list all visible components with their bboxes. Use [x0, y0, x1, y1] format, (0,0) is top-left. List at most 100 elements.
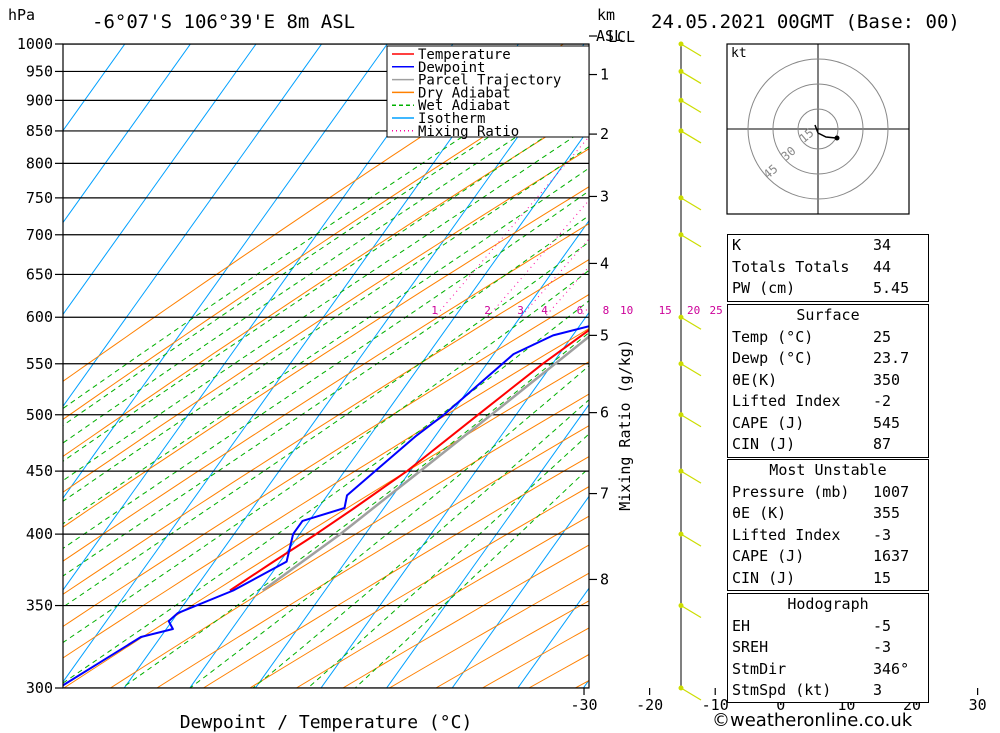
- indices-panel: K 34 Totals Totals 44 PW (cm) 5.45: [727, 234, 929, 302]
- wet-adiabat-line: [63, 241, 589, 608]
- most-unstable-row: CAPE (J) 1637: [732, 547, 910, 565]
- km-tick-label: 1: [600, 66, 609, 84]
- x-tick-label: 0: [776, 696, 785, 714]
- legend-label: Dewpoint: [418, 60, 485, 76]
- wind-barb: [680, 533, 702, 547]
- copyright-link[interactable]: ©weatheronline.co.uk: [712, 710, 913, 731]
- legend-label: Wet Adiabat: [418, 98, 511, 114]
- wet-adiabat-line: [63, 87, 589, 444]
- series-temperature: [229, 328, 589, 592]
- most-unstable-row: CIN (J) 15: [732, 568, 892, 587]
- x-tick-label: 30: [969, 696, 987, 714]
- wind-barb: [680, 43, 702, 57]
- pressure-tick-label: 350: [26, 597, 53, 615]
- hodograph-row: StmSpd (kt) 3: [732, 681, 883, 699]
- location-title: -6°07'S 106°39'E 8m ASL: [92, 11, 355, 33]
- km-tick-label: 5: [600, 326, 609, 344]
- dry-adiabat-line: [63, 148, 589, 493]
- wind-barb: [680, 470, 702, 484]
- surface-row: Dewp (°C) 23.7: [732, 349, 910, 367]
- wind-barb: [680, 70, 702, 84]
- legend-box: [386, 45, 590, 138]
- surface-row: CIN (J) 87: [732, 435, 892, 453]
- km-tick-label: 8: [600, 570, 609, 588]
- pressure-tick-label: 400: [26, 525, 53, 543]
- surface-row: Lifted Index -2: [732, 392, 892, 410]
- km-tick-label: 3: [600, 187, 609, 205]
- km-label: km: [597, 6, 615, 24]
- mixing-ratio-tick-label: 8: [603, 304, 610, 317]
- dry-adiabat-line: [202, 455, 589, 688]
- pressure-tick-label: 950: [26, 62, 53, 80]
- hodograph-params-title: Hodograph: [787, 595, 869, 613]
- isotherm-line: [385, 403, 589, 688]
- surface-title: Surface: [796, 306, 860, 324]
- pressure-tick-label: 700: [26, 226, 53, 244]
- dry-adiabat-line: [248, 486, 589, 688]
- pressure-tick-label: 850: [26, 122, 53, 140]
- dry-adiabat-line: [155, 425, 589, 688]
- wet-adiabat-line: [63, 300, 589, 684]
- km-tick-label: 6: [600, 404, 609, 422]
- pressure-tick-label: 800: [26, 154, 53, 172]
- wind-barb: [680, 414, 702, 428]
- dry-adiabat-line: [63, 223, 589, 562]
- isotherm-line: [63, 44, 257, 316]
- mixing-ratio-axis-label: Mixing Ratio (g/kg): [616, 339, 634, 511]
- legend-label: Temperature: [418, 47, 511, 63]
- plot-frame: [62, 43, 590, 689]
- x-tick-label: -10: [702, 696, 729, 714]
- indices-row: K 34: [732, 236, 892, 254]
- series-parcel-trajectory: [261, 335, 589, 592]
- dry-adiabat-line: [109, 393, 589, 688]
- series-dewpoint: [63, 325, 589, 687]
- wind-barb: [680, 363, 702, 377]
- pressure-tick-label: 500: [26, 406, 53, 424]
- surface-row: Temp (°C) 25: [732, 327, 892, 346]
- legend-label: Isotherm: [418, 111, 485, 127]
- isotherm-line: [63, 44, 323, 408]
- dry-adiabat-line: [63, 109, 589, 457]
- pressure-tick-label: 450: [26, 462, 53, 480]
- wind-barbs: [678, 41, 702, 701]
- hodograph-ring: [772, 83, 864, 175]
- wind-barb: [680, 234, 702, 248]
- x-tick-label: -20: [636, 696, 663, 714]
- pressure-tick-label: 1000: [17, 35, 53, 53]
- mixing-ratio-tick-label: 25: [709, 304, 722, 317]
- wet-adiabat-line: [63, 69, 589, 427]
- hodograph-trace: [814, 124, 837, 139]
- hodograph-unit-label: kt: [731, 46, 747, 61]
- km-tick-label: 7: [600, 485, 609, 503]
- dry-adiabat-line: [63, 186, 589, 528]
- surface-row: CAPE (J) 545: [732, 413, 901, 432]
- wind-barb: [680, 99, 702, 113]
- wind-barb: [680, 197, 702, 211]
- mixing-ratio-tick-label: 15: [659, 304, 672, 317]
- asl-label: ASL: [596, 27, 623, 45]
- legend-label: Mixing Ratio: [418, 124, 519, 140]
- most-unstable-row: Pressure (mb) 1007: [732, 482, 910, 501]
- isotherm-line: [517, 587, 589, 688]
- hodograph-row: SREH -3: [732, 638, 892, 656]
- wet-adiabat-line: [63, 125, 589, 482]
- hodograph-row: StmDir 346°: [732, 659, 910, 678]
- hodograph-ring: [747, 58, 889, 200]
- isotherm-line: [451, 495, 589, 688]
- pressure-tick-label: 900: [26, 91, 53, 109]
- surface-panel: Surface Temp (°C) 25 Dewp (°C) 23.7 θE(K) 3…: [727, 304, 929, 458]
- mixing-ratio-tick-label: 4: [541, 304, 548, 317]
- km-tick-label: 4: [600, 254, 609, 272]
- wet-adiabat-line: [63, 167, 589, 525]
- pressure-tick-label: 600: [26, 308, 53, 326]
- isotherm-line: [63, 44, 192, 224]
- most-unstable-row: Lifted Index -3: [732, 525, 892, 544]
- indices-row: Totals Totals 44: [732, 257, 892, 276]
- legend-label: Parcel Trajectory: [418, 73, 561, 89]
- lcl-label: LCL: [608, 28, 635, 46]
- dry-adiabat-line: [63, 361, 589, 688]
- surface-row: θE(K) 350: [732, 370, 901, 389]
- pressure-tick-label: 750: [26, 189, 53, 207]
